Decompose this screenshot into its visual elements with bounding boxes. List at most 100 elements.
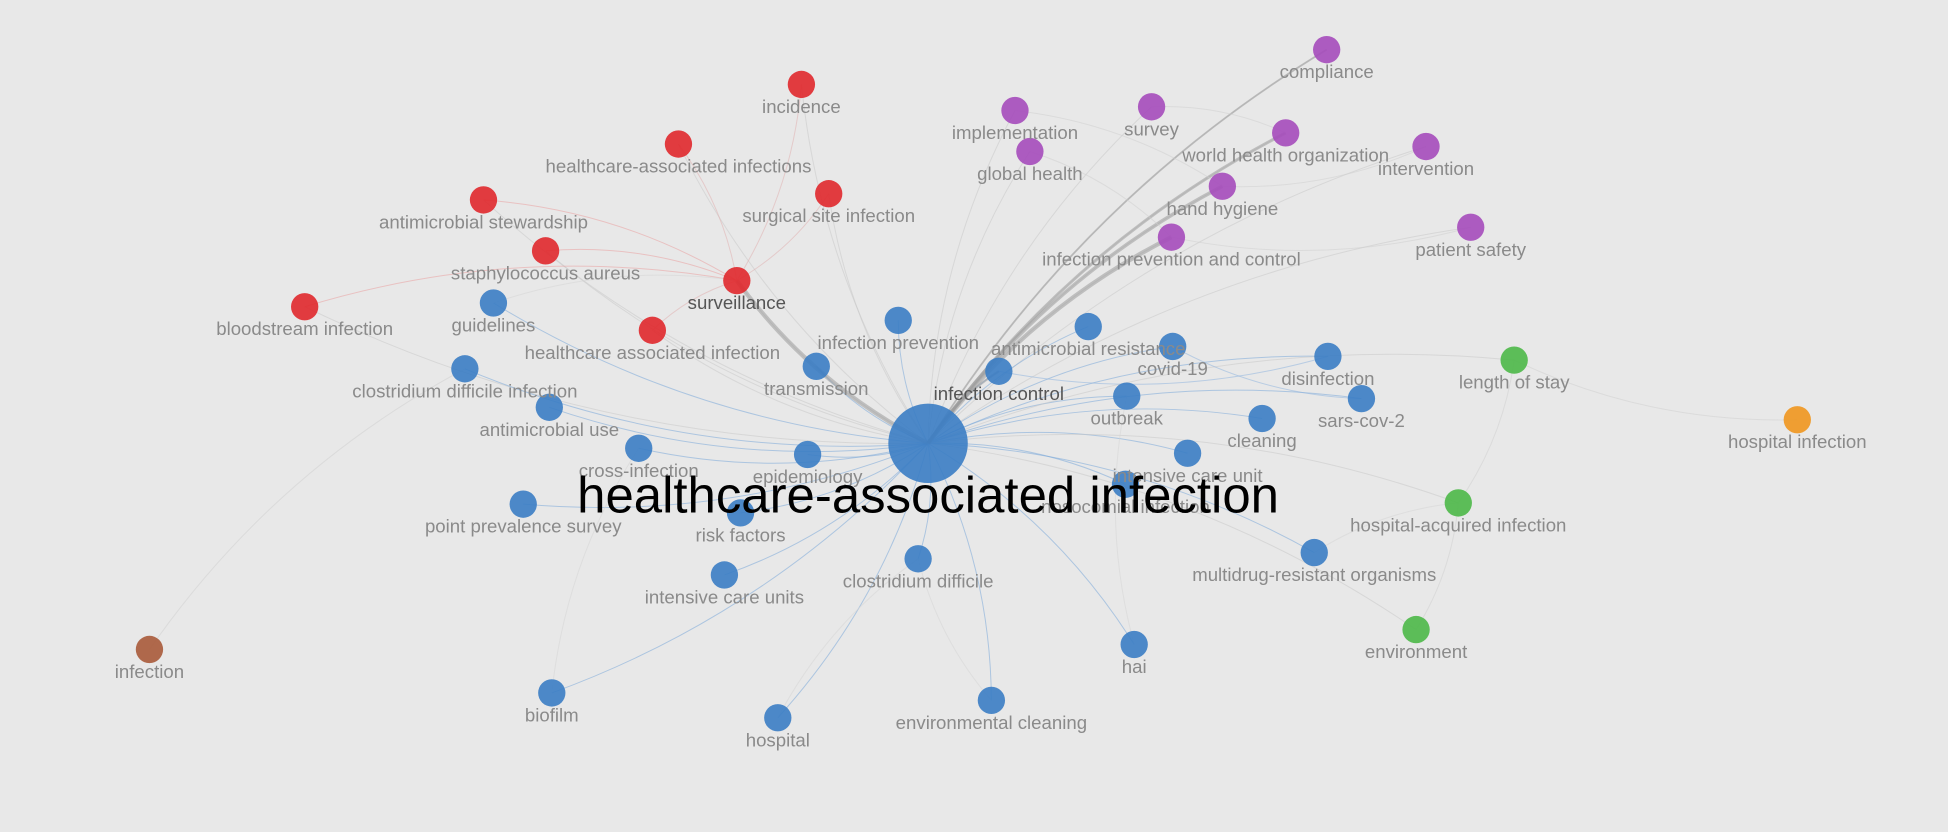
node	[1457, 213, 1485, 241]
node	[1272, 119, 1300, 147]
node	[884, 306, 912, 335]
node-label: hospital	[746, 729, 810, 750]
node-label: environment	[1365, 641, 1468, 662]
node	[1248, 404, 1276, 433]
edge	[1172, 346, 1362, 400]
node-label: surgical site infection	[742, 205, 915, 226]
node-label: survey	[1124, 118, 1180, 139]
node	[1402, 615, 1430, 644]
node	[535, 393, 563, 421]
node	[1016, 137, 1044, 166]
node-label-main: healthcare-associated infection	[577, 467, 1279, 524]
node	[977, 686, 1006, 715]
node-label: infection prevention and control	[1042, 249, 1301, 270]
edge	[736, 193, 830, 282]
node	[793, 440, 822, 469]
node-label: staphylococcus aureus	[451, 262, 640, 283]
edge	[927, 106, 1152, 444]
edge	[1114, 396, 1135, 645]
edge	[549, 406, 929, 453]
node-label: epidemiology	[753, 466, 863, 487]
node-label: hand hygiene	[1166, 198, 1278, 219]
edge	[1029, 151, 1172, 238]
node-label: hospital infection	[1728, 431, 1867, 452]
edge	[926, 131, 1287, 445]
node-label: global health	[977, 163, 1083, 184]
edge	[927, 48, 1328, 444]
nodes	[135, 36, 1811, 732]
node-label: healthcare-associated infections	[546, 156, 812, 177]
edge	[483, 199, 738, 282]
node	[1074, 312, 1102, 341]
edge	[304, 306, 929, 445]
node	[723, 266, 751, 295]
node-label: implementation	[952, 122, 1078, 143]
node-label: healthcare associated infection	[525, 342, 781, 363]
node-label: antimicrobial use	[479, 419, 619, 440]
node	[1300, 538, 1328, 567]
node-label: bloodstream infection	[216, 318, 393, 339]
node-label: multidrug-resistant organisms	[1192, 564, 1436, 585]
node-label: infection control	[934, 383, 1064, 404]
node-label: antimicrobial stewardship	[379, 211, 588, 232]
node	[638, 316, 667, 344]
node-label: length of stay	[1459, 372, 1570, 393]
edge	[493, 274, 737, 304]
edge	[927, 151, 1031, 444]
node	[815, 180, 843, 208]
node	[1412, 132, 1440, 161]
edge	[777, 443, 929, 719]
edge	[927, 110, 1016, 444]
node-label: point prevalence survey	[425, 516, 622, 537]
node	[135, 635, 164, 664]
node	[469, 186, 498, 214]
node	[1113, 382, 1141, 410]
node-label: infection prevention	[818, 332, 979, 353]
edge	[1151, 106, 1286, 134]
edge	[927, 353, 1515, 444]
node	[509, 490, 537, 518]
node	[1120, 630, 1148, 659]
node	[1173, 439, 1202, 467]
edge	[1313, 502, 1459, 554]
node	[1500, 346, 1528, 374]
node-label: world health organization	[1181, 144, 1389, 165]
edge	[678, 143, 929, 444]
edge	[927, 355, 1328, 444]
edge	[1222, 146, 1427, 188]
node	[1001, 96, 1029, 125]
edge	[1014, 110, 1223, 187]
node	[1137, 93, 1166, 121]
node	[888, 403, 968, 484]
node	[1157, 223, 1186, 251]
node-label: cross-infection	[579, 460, 699, 481]
labels: incidence healthcare-associated infection…	[115, 61, 1867, 750]
node-label: cleaning	[1227, 430, 1296, 451]
node-label: infection	[115, 661, 184, 682]
node-label: incidence	[762, 96, 841, 117]
node-label: nosocomial infection	[1041, 496, 1210, 517]
node	[531, 237, 560, 265]
node-label: clostridium difficile	[843, 570, 994, 591]
node	[664, 130, 693, 158]
node	[985, 357, 1013, 385]
edge	[1513, 359, 1798, 421]
node	[1444, 489, 1472, 517]
node-label: clostridium difficile infection	[352, 380, 577, 401]
node-label: surveillance	[688, 292, 786, 313]
node-label: disinfection	[1281, 368, 1374, 389]
edge	[736, 84, 802, 281]
edge	[493, 302, 929, 444]
edge	[800, 84, 929, 444]
edge	[551, 442, 929, 694]
node	[1314, 342, 1342, 371]
node-label: intensive care units	[645, 586, 804, 607]
edge	[551, 448, 640, 693]
node	[291, 293, 319, 321]
node-label: sars-cov-2	[1318, 410, 1405, 431]
edge	[1457, 360, 1515, 504]
edge	[678, 143, 738, 281]
node-label: environmental cleaning	[896, 712, 1087, 733]
